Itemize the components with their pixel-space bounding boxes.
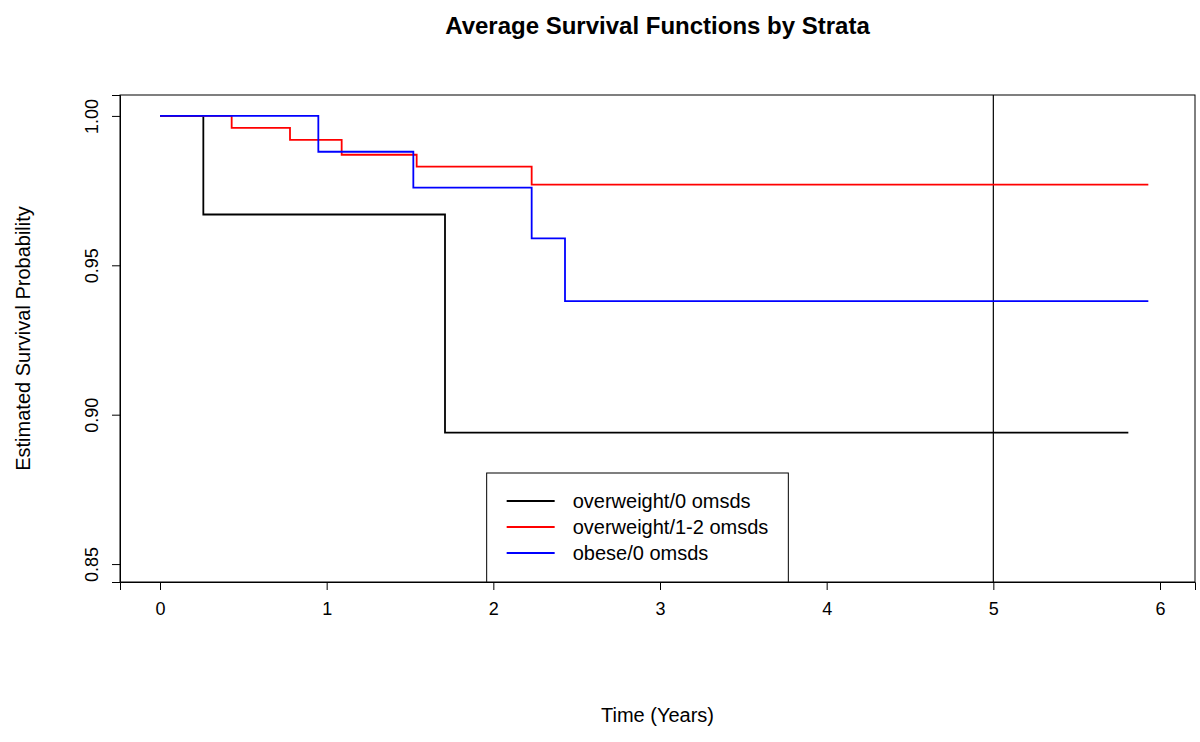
x-axis-title: Time (Years) bbox=[601, 704, 714, 726]
x-tick: 2 bbox=[489, 582, 499, 619]
plot-frame bbox=[120, 95, 1195, 582]
y-tick-mark bbox=[112, 564, 120, 565]
survival-line bbox=[160, 116, 1128, 433]
chart: Average Survival Functions by Strata 0 1 2 3… bbox=[0, 0, 1200, 742]
legend-label: overweight/0 omsds bbox=[573, 490, 751, 512]
legend-box bbox=[487, 473, 789, 582]
legend-swatch bbox=[507, 526, 555, 528]
y-tick: 1.00 bbox=[82, 99, 120, 134]
x-tick: 4 bbox=[822, 582, 832, 619]
x-tick-label: 4 bbox=[822, 599, 832, 619]
legend-item: overweight/1-2 omsds bbox=[507, 516, 769, 538]
x-tick: 0 bbox=[155, 582, 165, 619]
x-tick-mark bbox=[327, 582, 328, 590]
x-tick-mark bbox=[1160, 582, 1161, 590]
legend-item: overweight/0 omsds bbox=[507, 490, 751, 512]
legend-swatch bbox=[507, 500, 555, 502]
y-axis: 0.85 0.90 0.95 1.00 bbox=[82, 96, 121, 583]
legend-label: overweight/1-2 omsds bbox=[573, 516, 769, 538]
legend-item: obese/0 omsds bbox=[507, 542, 709, 564]
y-tick: 0.90 bbox=[82, 398, 120, 433]
x-tick: 1 bbox=[322, 582, 332, 619]
survival-line bbox=[160, 116, 1148, 301]
y-tick-mark bbox=[112, 265, 120, 266]
plot-area bbox=[160, 95, 1148, 582]
legend: overweight/0 omsds overweight/1-2 omsds ob… bbox=[487, 473, 789, 582]
y-tick-label: 0.85 bbox=[82, 547, 102, 582]
y-tick-mark bbox=[112, 415, 120, 416]
x-tick-label: 5 bbox=[989, 599, 999, 619]
x-tick-mark bbox=[993, 582, 994, 590]
x-tick: 5 bbox=[989, 582, 999, 619]
x-tick: 3 bbox=[655, 582, 665, 619]
x-axis: 0 1 2 3 4 5 6 bbox=[121, 582, 1196, 619]
x-tick-mark bbox=[160, 582, 161, 590]
x-tick-label: 2 bbox=[489, 599, 499, 619]
y-tick-label: 1.00 bbox=[82, 99, 102, 134]
title: Average Survival Functions by Strata bbox=[445, 12, 870, 39]
y-axis-line bbox=[112, 96, 121, 583]
y-tick-label: 0.95 bbox=[82, 248, 102, 283]
x-tick-mark bbox=[660, 582, 661, 590]
x-tick: 6 bbox=[1155, 582, 1165, 619]
y-tick-mark bbox=[112, 116, 120, 117]
x-tick-mark bbox=[827, 582, 828, 590]
x-tick-label: 6 bbox=[1155, 599, 1165, 619]
x-tick-mark bbox=[493, 582, 494, 590]
x-tick-label: 0 bbox=[155, 599, 165, 619]
survival-line bbox=[160, 116, 1148, 185]
y-axis-title: Estimated Survival Probability bbox=[12, 206, 34, 471]
legend-label: obese/0 omsds bbox=[573, 542, 709, 564]
y-tick-label: 0.90 bbox=[82, 398, 102, 433]
x-tick-label: 1 bbox=[322, 599, 332, 619]
reference-line bbox=[993, 95, 994, 582]
x-axis-line bbox=[121, 583, 1196, 591]
legend-swatch bbox=[507, 552, 555, 554]
x-tick-label: 3 bbox=[655, 599, 665, 619]
y-tick: 0.95 bbox=[82, 248, 120, 283]
y-tick: 0.85 bbox=[82, 547, 120, 582]
